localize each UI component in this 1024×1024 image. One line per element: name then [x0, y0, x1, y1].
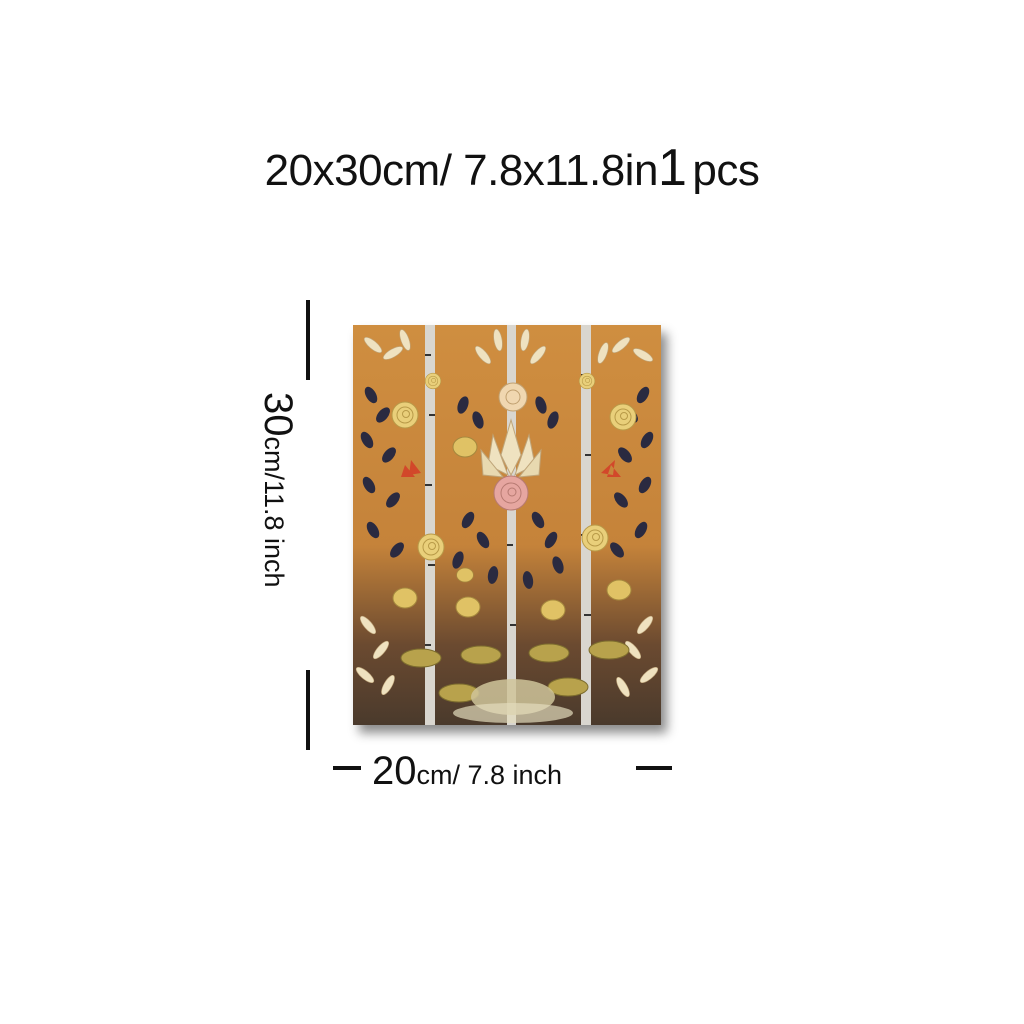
quantity-number: 1 — [657, 139, 687, 197]
quantity-unit: pcs — [692, 146, 760, 195]
width-label: 20cm/ 7.8 inch — [372, 748, 562, 794]
lily-pads — [400, 640, 630, 723]
central-lotus — [480, 382, 542, 511]
floral-painting — [353, 325, 661, 725]
red-lilies — [401, 460, 621, 477]
canvas-print-image — [353, 325, 661, 725]
height-label: 30cm/11.8 inch — [256, 388, 330, 658]
height-dimension-line-bottom — [306, 670, 310, 750]
height-unit: cm/11.8 inch — [259, 436, 289, 588]
width-number: 20 — [372, 749, 417, 793]
height-dimension-line-top — [306, 300, 310, 380]
width-dimension-line-left — [333, 766, 361, 770]
product-size-title: 20x30cm/ 7.8x11.8in1 pcs — [0, 138, 1024, 198]
size-text: 20x30cm/ 7.8x11.8in — [264, 146, 659, 195]
height-number: 30 — [256, 392, 300, 437]
width-unit: cm/ 7.8 inch — [416, 760, 563, 790]
width-dimension-line-right — [636, 766, 672, 770]
